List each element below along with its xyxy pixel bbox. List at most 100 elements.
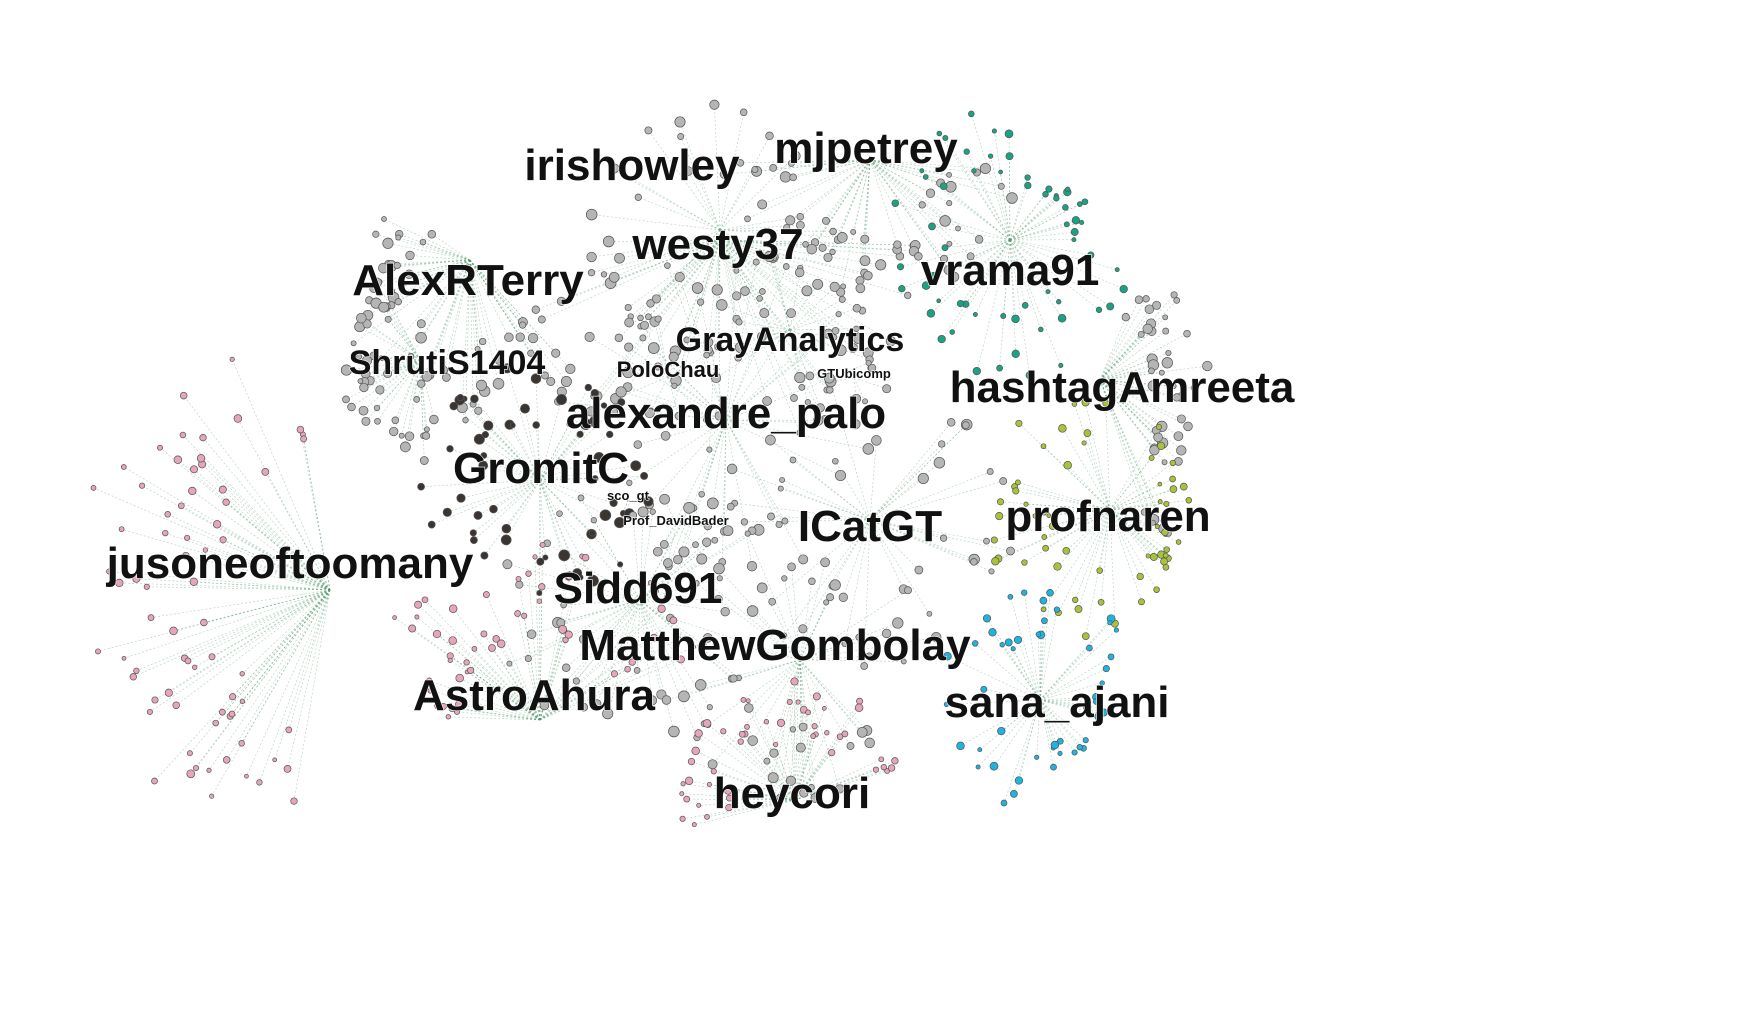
graph-node (707, 759, 718, 770)
edge (123, 589, 331, 659)
edge (1099, 379, 1164, 445)
graph-node (614, 517, 626, 529)
graph-node (1072, 596, 1079, 604)
edge (971, 113, 1011, 241)
edge (725, 313, 839, 421)
graph-node (821, 706, 827, 711)
edge (474, 398, 541, 481)
graph-node (690, 644, 696, 650)
edge (979, 699, 1041, 750)
graph-node (891, 757, 899, 765)
graph-node (531, 305, 540, 314)
graph-node (1092, 698, 1100, 705)
graph-node (480, 551, 489, 560)
edge (719, 216, 801, 231)
graph-node (1190, 384, 1197, 392)
graph-node (188, 486, 197, 496)
edge (794, 709, 804, 801)
edge (799, 659, 868, 731)
edge (222, 589, 331, 713)
graph-node (615, 386, 627, 398)
edge (724, 159, 871, 175)
edge (794, 726, 815, 801)
graph-node (356, 353, 363, 360)
graph-node (996, 364, 1003, 372)
edge (679, 121, 721, 231)
edge (654, 321, 669, 378)
edge (146, 586, 331, 591)
graph-node (1053, 606, 1061, 613)
edge (539, 637, 655, 721)
graph-node (389, 426, 399, 437)
edge (1009, 239, 1016, 354)
graph-node (862, 398, 868, 405)
graph-node (1113, 627, 1119, 633)
graph-node (735, 318, 743, 326)
graph-node (810, 792, 821, 804)
graph-node (724, 786, 733, 795)
graph-node (427, 520, 436, 529)
graph-node (1071, 237, 1077, 243)
edge (640, 239, 721, 327)
graph-node (359, 382, 369, 393)
edge (869, 462, 940, 521)
edge (226, 589, 331, 761)
edge (931, 226, 1011, 241)
edge (869, 159, 955, 278)
edge (1024, 509, 1111, 563)
graph-node (261, 468, 270, 476)
edge (421, 259, 471, 324)
edge (560, 599, 641, 623)
edge (695, 750, 796, 801)
edge (391, 259, 471, 292)
edge (495, 638, 541, 721)
graph-node (744, 215, 751, 223)
edge (1039, 600, 1044, 701)
graph-node (579, 703, 589, 712)
edge (789, 329, 809, 403)
graph-node (361, 355, 373, 366)
graph-node (1000, 799, 1008, 807)
graph-node (752, 258, 760, 266)
edge (426, 259, 471, 377)
edge (1014, 486, 1111, 511)
edge (680, 136, 721, 231)
edge (1009, 195, 1057, 241)
edge (231, 589, 331, 715)
graph-node (419, 456, 429, 465)
edge (469, 259, 521, 338)
graph-node (999, 477, 1008, 486)
graph-node (1035, 631, 1042, 638)
graph-node (392, 615, 397, 620)
edge (202, 437, 331, 591)
graph-node (585, 208, 598, 221)
graph-node (706, 446, 713, 453)
edge (721, 304, 791, 331)
edge (670, 617, 801, 661)
graph-node (1046, 513, 1052, 518)
graph-node (1042, 544, 1049, 552)
graph-node (602, 235, 615, 248)
edge (639, 599, 653, 701)
edge (539, 608, 662, 721)
edge (535, 424, 541, 481)
graph-node (829, 227, 837, 236)
edge (794, 760, 896, 801)
graph-node (356, 312, 367, 324)
edge (852, 159, 871, 232)
graph-node (896, 263, 905, 271)
graph-node (692, 541, 699, 549)
edge (628, 239, 721, 308)
graph-node (991, 557, 1000, 566)
graph-node (946, 418, 956, 427)
edge (539, 556, 583, 721)
edge (667, 524, 677, 564)
edge (539, 434, 610, 481)
edge (869, 159, 919, 257)
edge (1109, 509, 1141, 577)
graph-node (1070, 228, 1079, 236)
edge (186, 537, 331, 591)
graph-node (106, 568, 113, 575)
graph-node (933, 456, 946, 469)
graph-node (805, 709, 811, 716)
